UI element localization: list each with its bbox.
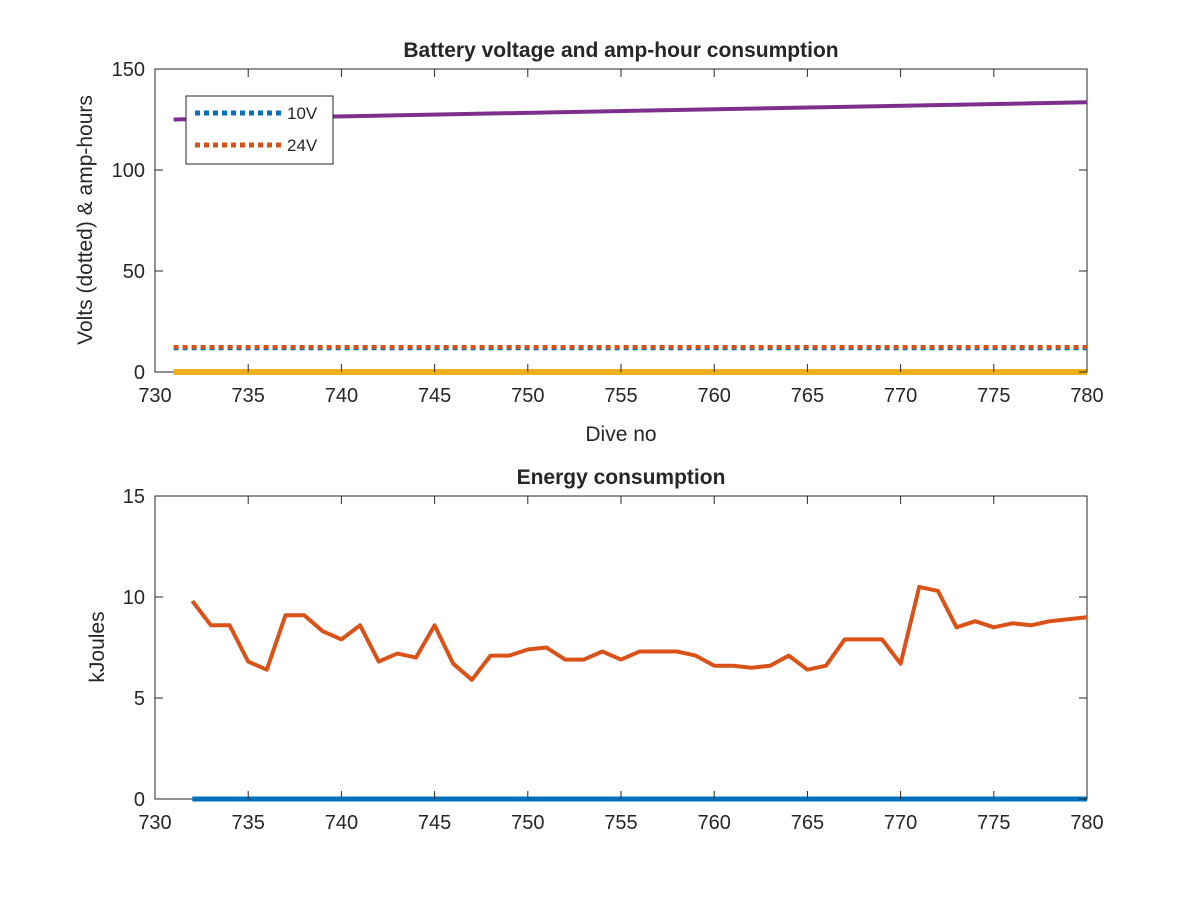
legend: 10V 24V bbox=[185, 95, 334, 165]
top-chart-title: Battery voltage and amp-hour consumption bbox=[403, 39, 838, 62]
bottom-y-tick-label: 5 bbox=[134, 688, 145, 710]
top-x-tick-label: 765 bbox=[791, 385, 824, 407]
bottom-x-tick-label: 775 bbox=[977, 812, 1010, 834]
bottom-axes-box bbox=[154, 495, 1088, 800]
bottom-x-tick-label: 735 bbox=[232, 812, 265, 834]
legend-label-24v: 24V bbox=[287, 136, 318, 155]
bottom-x-tick-label: 780 bbox=[1070, 812, 1103, 834]
top-x-tick-label: 775 bbox=[977, 385, 1010, 407]
top-x-tick-label: 770 bbox=[884, 385, 917, 407]
bottom-y-tick-label: 10 bbox=[123, 587, 145, 609]
bottom-axis-ticks: 730 735 740 745 750 755 760 765 770 775 780 0 5 10 15 bbox=[123, 486, 1104, 834]
energy-consumption-plot: 730 735 740 745 750 755 760 765 770 775 780051015 … bbox=[86, 466, 1104, 834]
legend-box bbox=[185, 95, 334, 165]
bottom-x-tick-label: 750 bbox=[511, 812, 544, 834]
bottom-x-tick-label: 740 bbox=[325, 812, 358, 834]
top-x-tick-label: 780 bbox=[1070, 385, 1103, 407]
top-y-tick-label: 50 bbox=[123, 261, 145, 283]
bottom-x-tick-label: 745 bbox=[418, 812, 451, 834]
top-x-tick-label: 740 bbox=[325, 385, 358, 407]
bottom-x-tick-label: 755 bbox=[604, 812, 637, 834]
bottom-chart-title: Energy consumption bbox=[517, 466, 726, 489]
bottom-y-tick-label: 0 bbox=[134, 789, 145, 811]
top-y-tick-label: 100 bbox=[112, 160, 145, 182]
bottom-x-tick-label: 730 bbox=[138, 812, 171, 834]
bottom-y-axis-label: kJoules bbox=[86, 611, 109, 682]
bottom-series-2-line bbox=[190, 584, 1088, 682]
top-x-axis-label: Dive no bbox=[585, 423, 656, 446]
top-x-tick-label: 735 bbox=[232, 385, 265, 407]
top-y-axis-label: Volts (dotted) & amp-hours bbox=[74, 95, 97, 345]
bottom-x-tick-label: 760 bbox=[698, 812, 731, 834]
top-x-tick-label: 730 bbox=[138, 385, 171, 407]
legend-label-10v: 10V bbox=[287, 104, 318, 123]
top-x-tick-label: 760 bbox=[698, 385, 731, 407]
top-y-tick-label: 0 bbox=[134, 362, 145, 384]
battery-voltage-plot: 730 735 740 745 750 755 760 765 770 775 780 0 50 100 1… bbox=[74, 39, 1104, 446]
bottom-x-tick-label: 770 bbox=[884, 812, 917, 834]
bottom-x-tick-label: 765 bbox=[791, 812, 824, 834]
bottom-y-tick-label: 15 bbox=[123, 486, 145, 508]
top-x-tick-label: 745 bbox=[418, 385, 451, 407]
top-axis-ticks: 730 735 740 745 750 755 760 765 770 775 780 0 50 100 1… bbox=[112, 59, 1104, 407]
top-x-tick-label: 750 bbox=[511, 385, 544, 407]
top-y-tick-label: 150 bbox=[112, 59, 145, 81]
top-x-tick-label: 755 bbox=[604, 385, 637, 407]
